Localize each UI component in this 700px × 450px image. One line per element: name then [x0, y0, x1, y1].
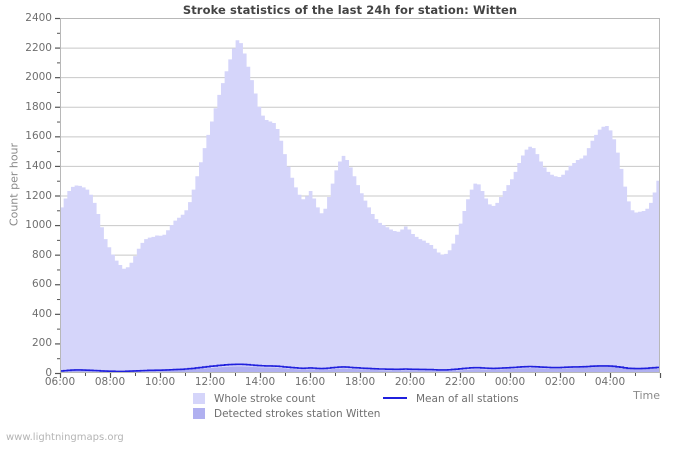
x-tick-label: 12:00 [194, 376, 226, 388]
y-tick-label: 800 [31, 248, 52, 261]
y-tick-label: 2400 [25, 12, 52, 24]
y-tick-label: 1400 [25, 159, 52, 172]
x-tick-label: 20:00 [394, 376, 426, 388]
y-tick-label: 1600 [25, 130, 52, 143]
axis-ticks [55, 17, 662, 378]
legend-item-mean-of-all-stations[interactable]: Mean of all stations [383, 393, 519, 406]
y-tick-label: 1200 [25, 189, 52, 202]
watermark: www.lightningmaps.org [6, 432, 124, 443]
x-tick-label: 14:00 [244, 376, 276, 388]
legend-item-whole-stroke-count[interactable]: Whole stroke count [193, 393, 315, 406]
series-paths [60, 40, 660, 373]
chart-legend: Whole stroke count Detected strokes stat… [0, 393, 700, 425]
y-tick-label: 0 [45, 367, 52, 379]
x-tick-label: 06:00 [44, 376, 76, 388]
legend-swatch-icon [193, 393, 205, 404]
x-tick-label: 10:00 [144, 376, 176, 388]
x-tick-label: 04:00 [594, 376, 626, 388]
x-tick-label: 22:00 [444, 376, 476, 388]
x-axis-label: Time [633, 389, 660, 402]
x-tick-label: 08:00 [94, 376, 126, 388]
x-tick-label: 18:00 [344, 376, 376, 388]
x-tick-label: 00:00 [494, 376, 526, 388]
y-tick-label: 400 [31, 307, 52, 320]
x-tick-label: 02:00 [544, 376, 576, 388]
y-tick-label: 1800 [25, 100, 52, 113]
y-tick-label: 600 [31, 278, 52, 291]
page-title: Stroke statistics of the last 24h for st… [182, 3, 518, 17]
legend-label: Detected strokes station Witten [214, 408, 381, 420]
y-tick-label: 2200 [25, 41, 52, 54]
plot-frame [60, 18, 660, 373]
legend-label: Whole stroke count [214, 393, 316, 405]
x-tick-label: 16:00 [294, 376, 326, 388]
y-tick-label: 200 [31, 337, 52, 350]
legend-line-icon [383, 397, 407, 399]
y-tick-label: 2000 [25, 71, 52, 84]
y-tick-label: 1000 [25, 219, 52, 232]
legend-item-detected-strokes[interactable]: Detected strokes station Witten [193, 408, 380, 421]
legend-swatch-icon [193, 408, 205, 419]
legend-label: Mean of all stations [416, 393, 519, 405]
